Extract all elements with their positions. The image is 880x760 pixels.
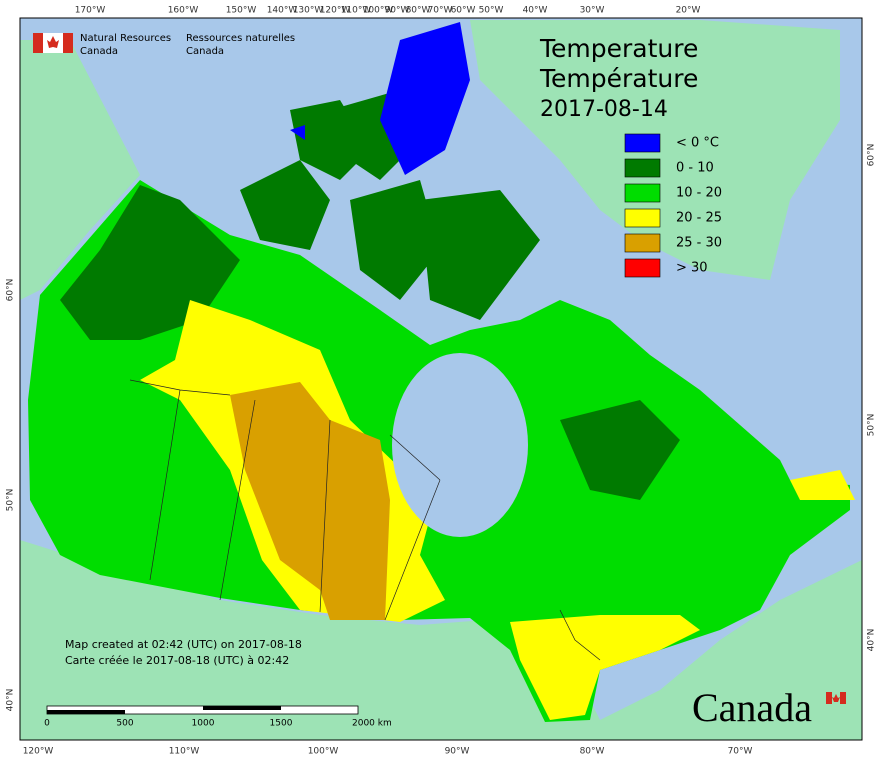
scale-label: 0	[44, 719, 50, 729]
top-label: 130°W	[293, 6, 324, 16]
header-en: Natural Resources	[80, 33, 171, 44]
flag-bar-left	[33, 33, 43, 53]
hudson-bay	[392, 353, 528, 537]
bottom-label: 100°W	[308, 747, 339, 757]
hot-areas	[230, 382, 390, 620]
top-label: 100°W	[363, 6, 394, 16]
scale-label: 500	[116, 719, 133, 729]
graticule-labels: 170°W 160°W 150°W 140°W130°W120°W110°W100°W…	[6, 6, 877, 757]
map-frame	[19, 17, 863, 741]
legend-swatch	[624, 183, 661, 203]
credit-en: Map created at 02:42 (UTC) on 2017-08-18	[65, 638, 302, 651]
alaska	[20, 40, 140, 300]
credit-fr: Carte créée le 2017-08-18 (UTC) à 02:42	[65, 654, 289, 667]
left-label: 40°N	[6, 689, 16, 712]
top-label: 50°W	[479, 6, 504, 16]
top-label: 110°W	[341, 6, 372, 16]
bottom-label: 110°W	[169, 747, 200, 757]
scale-segment	[47, 710, 125, 714]
bottom-label: 120°W	[23, 747, 54, 757]
province-borders	[129, 379, 601, 661]
legend-label: < 0 °C	[676, 136, 719, 151]
bottom-label: 70°W	[728, 747, 753, 757]
wordmark: Canada	[692, 685, 812, 730]
maple-leaf	[47, 36, 59, 48]
legend: < 0 °C 0 - 10 10 - 20 20 - 25 25 - 30 > 30	[624, 133, 722, 278]
top-label: 140°W	[267, 6, 298, 16]
united-states	[20, 540, 862, 740]
top-label: 150°W	[226, 6, 257, 16]
scale-label: 2000 km	[352, 719, 392, 729]
left-label: 50°N	[6, 489, 16, 512]
scale-segment	[203, 706, 281, 710]
legend-swatch	[624, 233, 661, 253]
title-en: Temperature	[539, 34, 698, 63]
top-label: 20°W	[676, 6, 701, 16]
top-label: 120°W	[320, 6, 351, 16]
legend-swatch	[624, 208, 661, 228]
legend-swatch	[624, 158, 661, 178]
header-fr: Canada	[186, 46, 224, 57]
wordmark-leaf	[832, 694, 840, 702]
title-fr: Température	[539, 64, 698, 93]
bottom-label: 90°W	[445, 747, 470, 757]
right-label: 60°N	[867, 144, 877, 167]
top-label: 160°W	[168, 6, 199, 16]
top-label: 30°W	[580, 6, 605, 16]
legend-label: 10 - 20	[676, 186, 722, 201]
top-label: 90°W	[385, 6, 410, 16]
cold-areas	[290, 22, 470, 175]
wordmark-flag	[826, 692, 832, 704]
left-label: 60°N	[6, 279, 16, 302]
right-label: 40°N	[867, 629, 877, 652]
scale-label: 1000	[192, 719, 215, 729]
header-en: Canada	[80, 46, 118, 57]
top-label: 70°W	[428, 6, 453, 16]
legend-label: 0 - 10	[676, 161, 714, 176]
legend-label: 20 - 25	[676, 211, 722, 226]
top-label: 80°W	[406, 6, 431, 16]
top-label: 40°W	[523, 6, 548, 16]
title-date: 2017-08-14	[540, 97, 668, 122]
legend-swatch	[624, 258, 661, 278]
legend-swatch	[624, 133, 661, 153]
right-label: 50°N	[867, 414, 877, 437]
map-body	[20, 18, 862, 740]
top-label: 60°W	[451, 6, 476, 16]
legend-label: > 30	[676, 261, 708, 276]
header-fr: Ressources naturelles	[186, 33, 295, 44]
top-label: 170°W	[75, 6, 106, 16]
scale-labels: 0 500 1000 1500 2000 km	[44, 719, 392, 729]
flag-bar-right	[63, 33, 73, 53]
legend-label: 25 - 30	[676, 236, 722, 251]
wordmark-flag	[840, 692, 846, 704]
scale-label: 1500	[270, 719, 293, 729]
warm-areas	[140, 300, 855, 720]
bottom-label: 80°W	[580, 747, 605, 757]
cool-areas	[60, 90, 680, 500]
